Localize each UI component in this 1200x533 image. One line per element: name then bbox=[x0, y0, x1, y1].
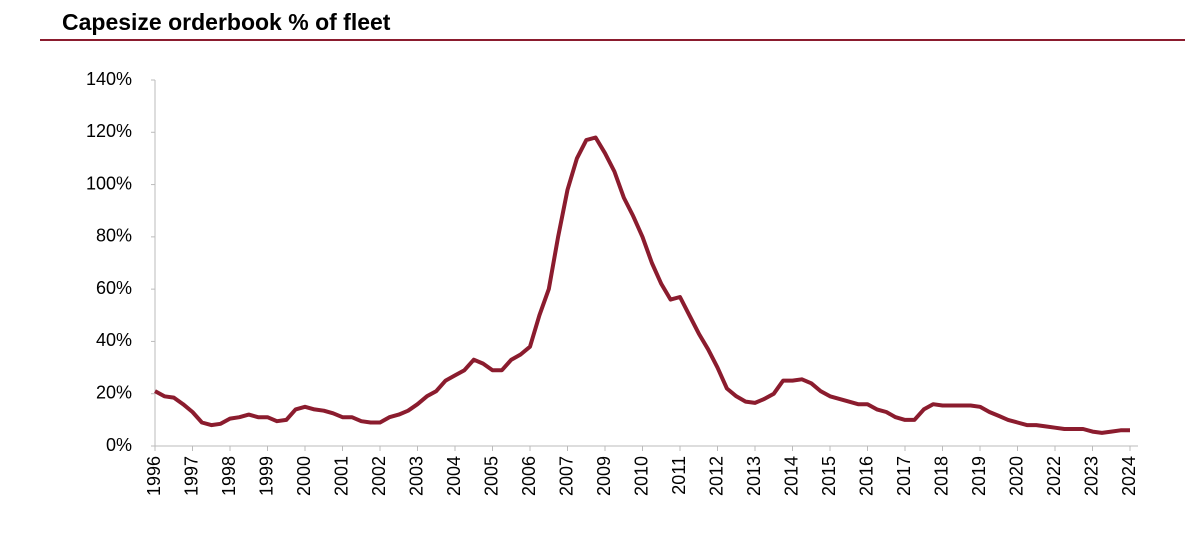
x-tick-label: 2014 bbox=[781, 456, 801, 496]
x-tick-label: 2018 bbox=[931, 456, 951, 496]
x-tick-label: 2017 bbox=[894, 456, 914, 496]
x-tick-label: 2007 bbox=[556, 456, 576, 496]
x-tick-label: 2022 bbox=[1044, 456, 1064, 496]
x-tick-label: 2001 bbox=[331, 456, 351, 496]
x-tick-label: 1998 bbox=[219, 456, 239, 496]
data-line bbox=[154, 135, 1130, 435]
x-tick-label: 2023 bbox=[1081, 456, 1101, 496]
y-tick-label: 20% bbox=[96, 382, 132, 402]
x-tick-label: 2015 bbox=[819, 456, 839, 496]
x-tick-label: 2000 bbox=[294, 456, 314, 496]
x-tick-label: 1997 bbox=[181, 456, 201, 496]
y-tick-label: 120% bbox=[86, 121, 132, 141]
x-tick-label: 2002 bbox=[369, 456, 389, 496]
y-tick-label: 80% bbox=[96, 226, 132, 246]
x-tick-label: 2019 bbox=[969, 456, 989, 496]
x-tick-label: 2024 bbox=[1119, 456, 1139, 496]
y-tick-label: 0% bbox=[106, 435, 132, 455]
x-tick-label: 2011 bbox=[669, 456, 689, 495]
y-tick-label: 140% bbox=[86, 69, 132, 89]
x-tick-label: 1996 bbox=[144, 456, 164, 496]
x-tick-label: 2006 bbox=[519, 456, 539, 496]
chart-title: Capesize orderbook % of fleet bbox=[62, 9, 391, 35]
x-tick-label: 2020 bbox=[1006, 456, 1026, 496]
y-tick-label: 60% bbox=[96, 278, 132, 298]
x-tick-label: 2005 bbox=[481, 456, 501, 496]
y-tick-label: 40% bbox=[96, 330, 132, 350]
x-tick-label: 2004 bbox=[444, 456, 464, 496]
x-tick-label: 2013 bbox=[744, 456, 764, 496]
y-tick-label: 100% bbox=[86, 173, 132, 193]
x-tick-label: 1999 bbox=[256, 456, 276, 496]
x-tick-label: 2016 bbox=[856, 456, 876, 496]
x-tick-label: 2003 bbox=[406, 456, 426, 496]
x-tick-label: 2009 bbox=[594, 456, 614, 496]
x-tick-label: 2012 bbox=[706, 456, 726, 496]
x-tick-label: 2010 bbox=[631, 456, 651, 496]
